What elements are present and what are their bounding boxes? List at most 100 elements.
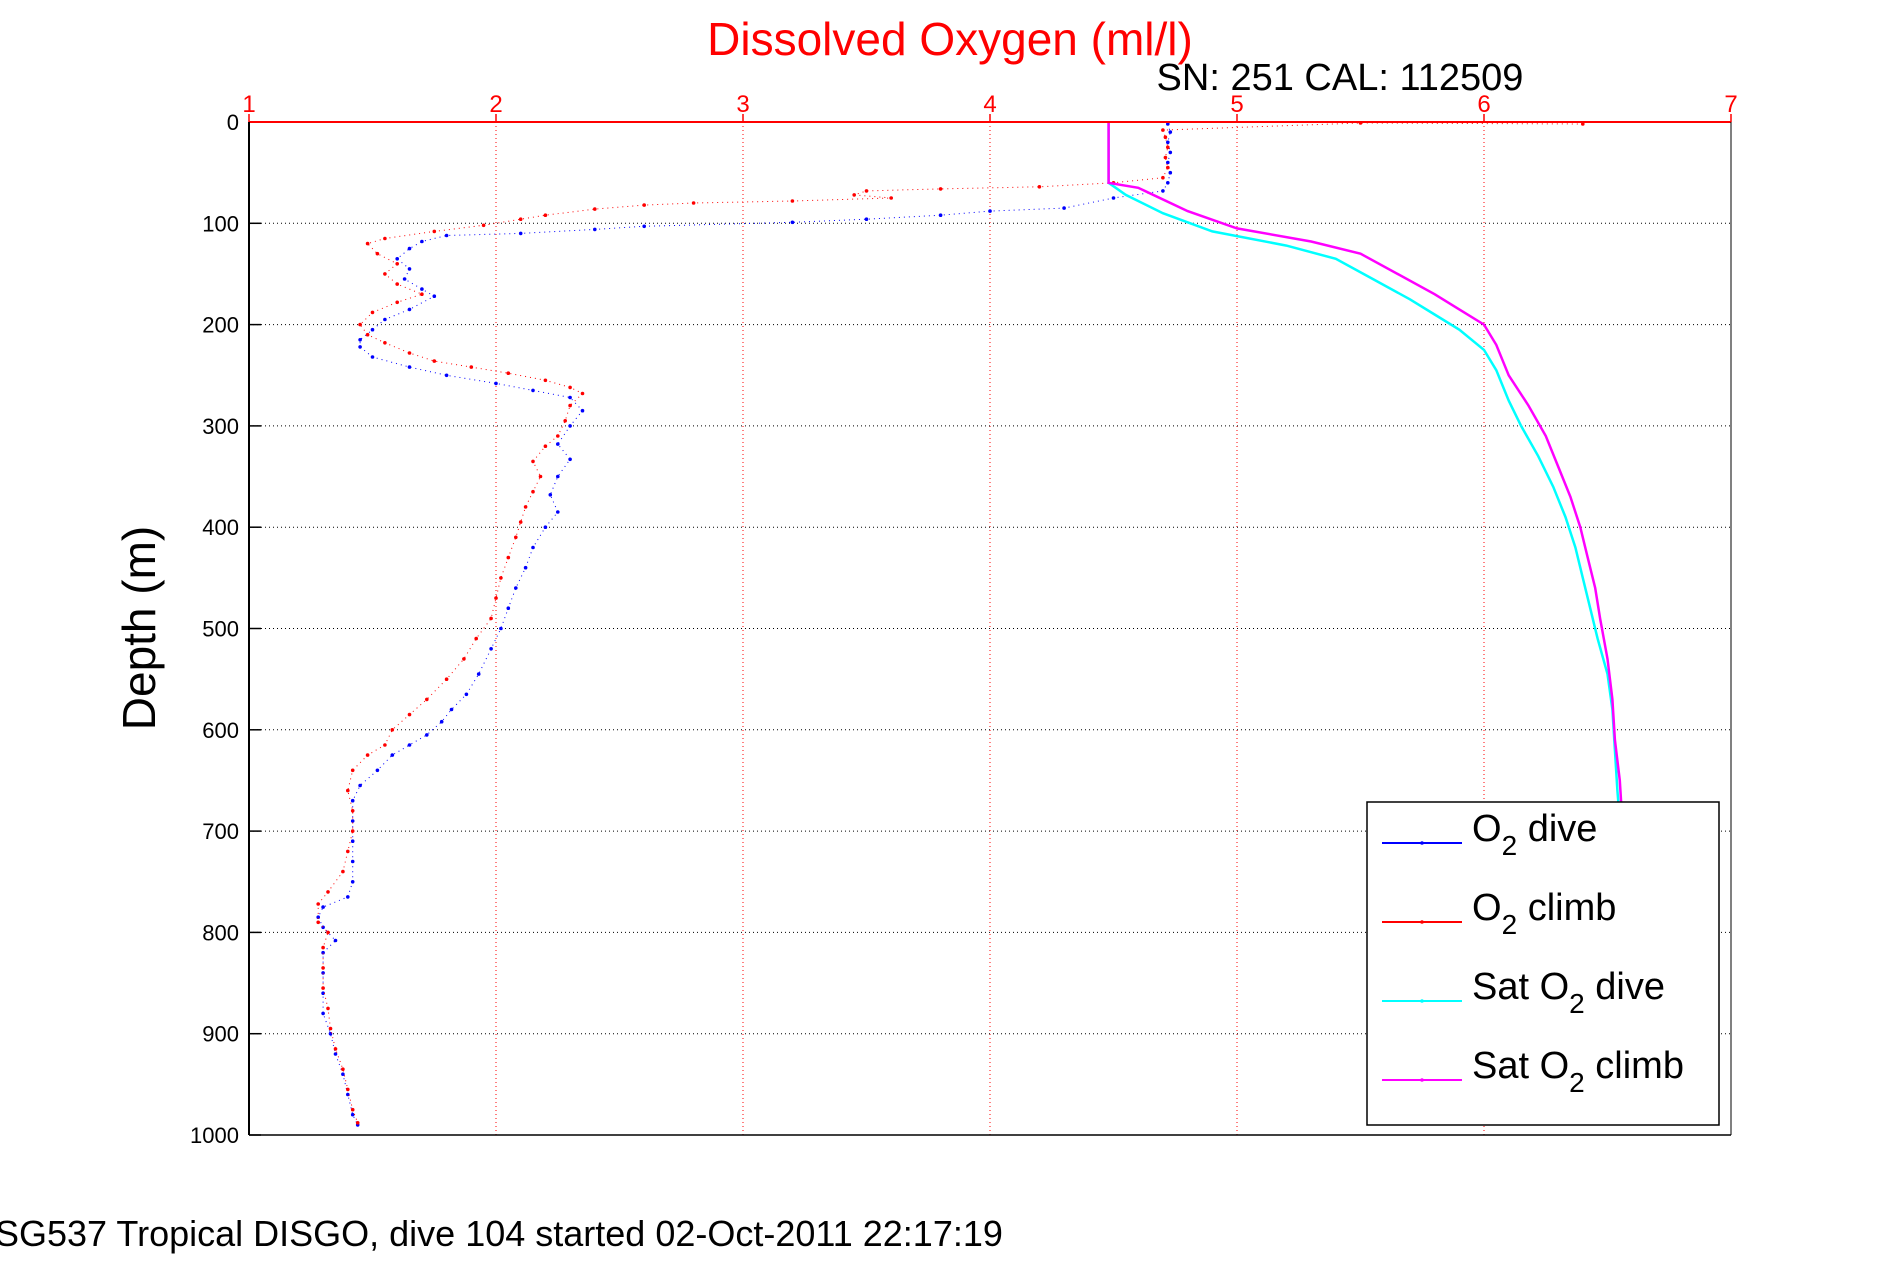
series-2 bbox=[1107, 122, 1622, 822]
series-1 bbox=[316, 121, 1585, 1125]
data-point bbox=[346, 1092, 350, 1097]
data-point bbox=[425, 733, 429, 737]
data-point bbox=[350, 809, 355, 813]
data-point bbox=[469, 365, 474, 369]
data-point bbox=[321, 1011, 325, 1016]
data-point bbox=[350, 839, 355, 843]
data-point bbox=[395, 300, 400, 305]
data-point bbox=[593, 207, 597, 211]
y-tick-label: 800 bbox=[202, 920, 239, 945]
data-point bbox=[383, 236, 387, 241]
data-point bbox=[538, 474, 543, 479]
data-point bbox=[474, 636, 479, 641]
data-point bbox=[556, 434, 560, 438]
data-point bbox=[333, 1052, 338, 1056]
data-point bbox=[333, 938, 338, 943]
data-point bbox=[568, 457, 572, 462]
data-point bbox=[420, 292, 424, 297]
data-point bbox=[333, 1047, 338, 1051]
data-point bbox=[462, 657, 466, 661]
data-point bbox=[439, 719, 444, 724]
data-point bbox=[346, 788, 350, 793]
y-tick-label: 500 bbox=[202, 617, 239, 642]
data-point bbox=[395, 262, 400, 266]
data-point bbox=[321, 966, 325, 970]
data-point bbox=[938, 213, 943, 217]
data-point bbox=[580, 391, 585, 396]
data-point bbox=[346, 1087, 350, 1092]
legend-box bbox=[1366, 801, 1720, 1126]
data-point bbox=[790, 220, 795, 225]
y-tick-label: 700 bbox=[202, 819, 239, 844]
data-point bbox=[449, 707, 454, 712]
legend-label: O2 dive bbox=[1472, 808, 1597, 861]
data-point bbox=[568, 395, 572, 400]
y-tick-label: 400 bbox=[202, 515, 239, 540]
data-point bbox=[548, 493, 553, 497]
data-point bbox=[1062, 206, 1066, 210]
data-point bbox=[506, 371, 511, 376]
data-point bbox=[321, 971, 325, 975]
legend-marker bbox=[1420, 920, 1424, 924]
data-point bbox=[506, 606, 511, 610]
data-point bbox=[691, 201, 696, 205]
data-point bbox=[341, 1067, 345, 1071]
data-point bbox=[444, 677, 449, 681]
series-layer bbox=[316, 121, 1703, 1127]
data-point bbox=[543, 378, 548, 383]
data-point bbox=[864, 217, 869, 221]
data-point bbox=[358, 345, 362, 349]
data-point bbox=[321, 905, 325, 909]
data-point bbox=[1581, 122, 1585, 126]
data-point bbox=[341, 1072, 345, 1076]
data-point bbox=[350, 819, 355, 823]
data-point bbox=[358, 322, 362, 327]
data-point bbox=[390, 753, 395, 757]
data-point bbox=[321, 950, 325, 955]
data-point bbox=[556, 510, 560, 514]
data-point bbox=[563, 419, 567, 423]
data-point bbox=[326, 1006, 330, 1011]
data-point bbox=[420, 239, 424, 244]
data-point bbox=[1168, 130, 1173, 134]
data-point bbox=[642, 224, 646, 229]
data-point bbox=[790, 199, 795, 203]
data-point bbox=[407, 307, 412, 312]
legend-marker bbox=[1420, 999, 1424, 1003]
data-point bbox=[420, 287, 424, 291]
legend-label: Sat O2 climb bbox=[1472, 1045, 1684, 1098]
data-point bbox=[506, 555, 511, 560]
chart-subtitle: SN: 251 CAL: 112509 bbox=[1157, 57, 1524, 99]
legend-marker bbox=[1420, 1078, 1424, 1082]
series-0 bbox=[316, 122, 1173, 1127]
data-point bbox=[326, 890, 330, 894]
data-point bbox=[476, 672, 481, 676]
data-point bbox=[321, 945, 325, 950]
data-point bbox=[568, 403, 572, 408]
data-point bbox=[365, 753, 370, 757]
y-tick-label: 900 bbox=[202, 1022, 239, 1047]
data-point bbox=[489, 647, 493, 651]
data-point bbox=[390, 728, 395, 732]
data-point bbox=[523, 565, 528, 570]
data-point bbox=[375, 768, 380, 773]
y-tick-label: 1000 bbox=[190, 1123, 239, 1148]
x-tick-label: 2 bbox=[489, 91, 502, 118]
data-point bbox=[1168, 170, 1173, 175]
x-tick-label: 3 bbox=[736, 91, 749, 118]
data-point bbox=[518, 217, 523, 221]
y-tick-label: 600 bbox=[202, 718, 239, 743]
data-point bbox=[350, 1112, 355, 1117]
data-point bbox=[580, 408, 585, 413]
data-point bbox=[1166, 122, 1170, 126]
data-point bbox=[358, 783, 362, 788]
data-point bbox=[350, 1107, 355, 1112]
data-point bbox=[407, 743, 412, 747]
data-point bbox=[531, 545, 535, 550]
data-point bbox=[464, 692, 469, 697]
data-point bbox=[370, 355, 375, 359]
legend-marker bbox=[1420, 841, 1424, 845]
x-tick-label: 7 bbox=[1724, 91, 1737, 118]
data-point bbox=[370, 310, 375, 315]
data-point bbox=[328, 1026, 333, 1031]
